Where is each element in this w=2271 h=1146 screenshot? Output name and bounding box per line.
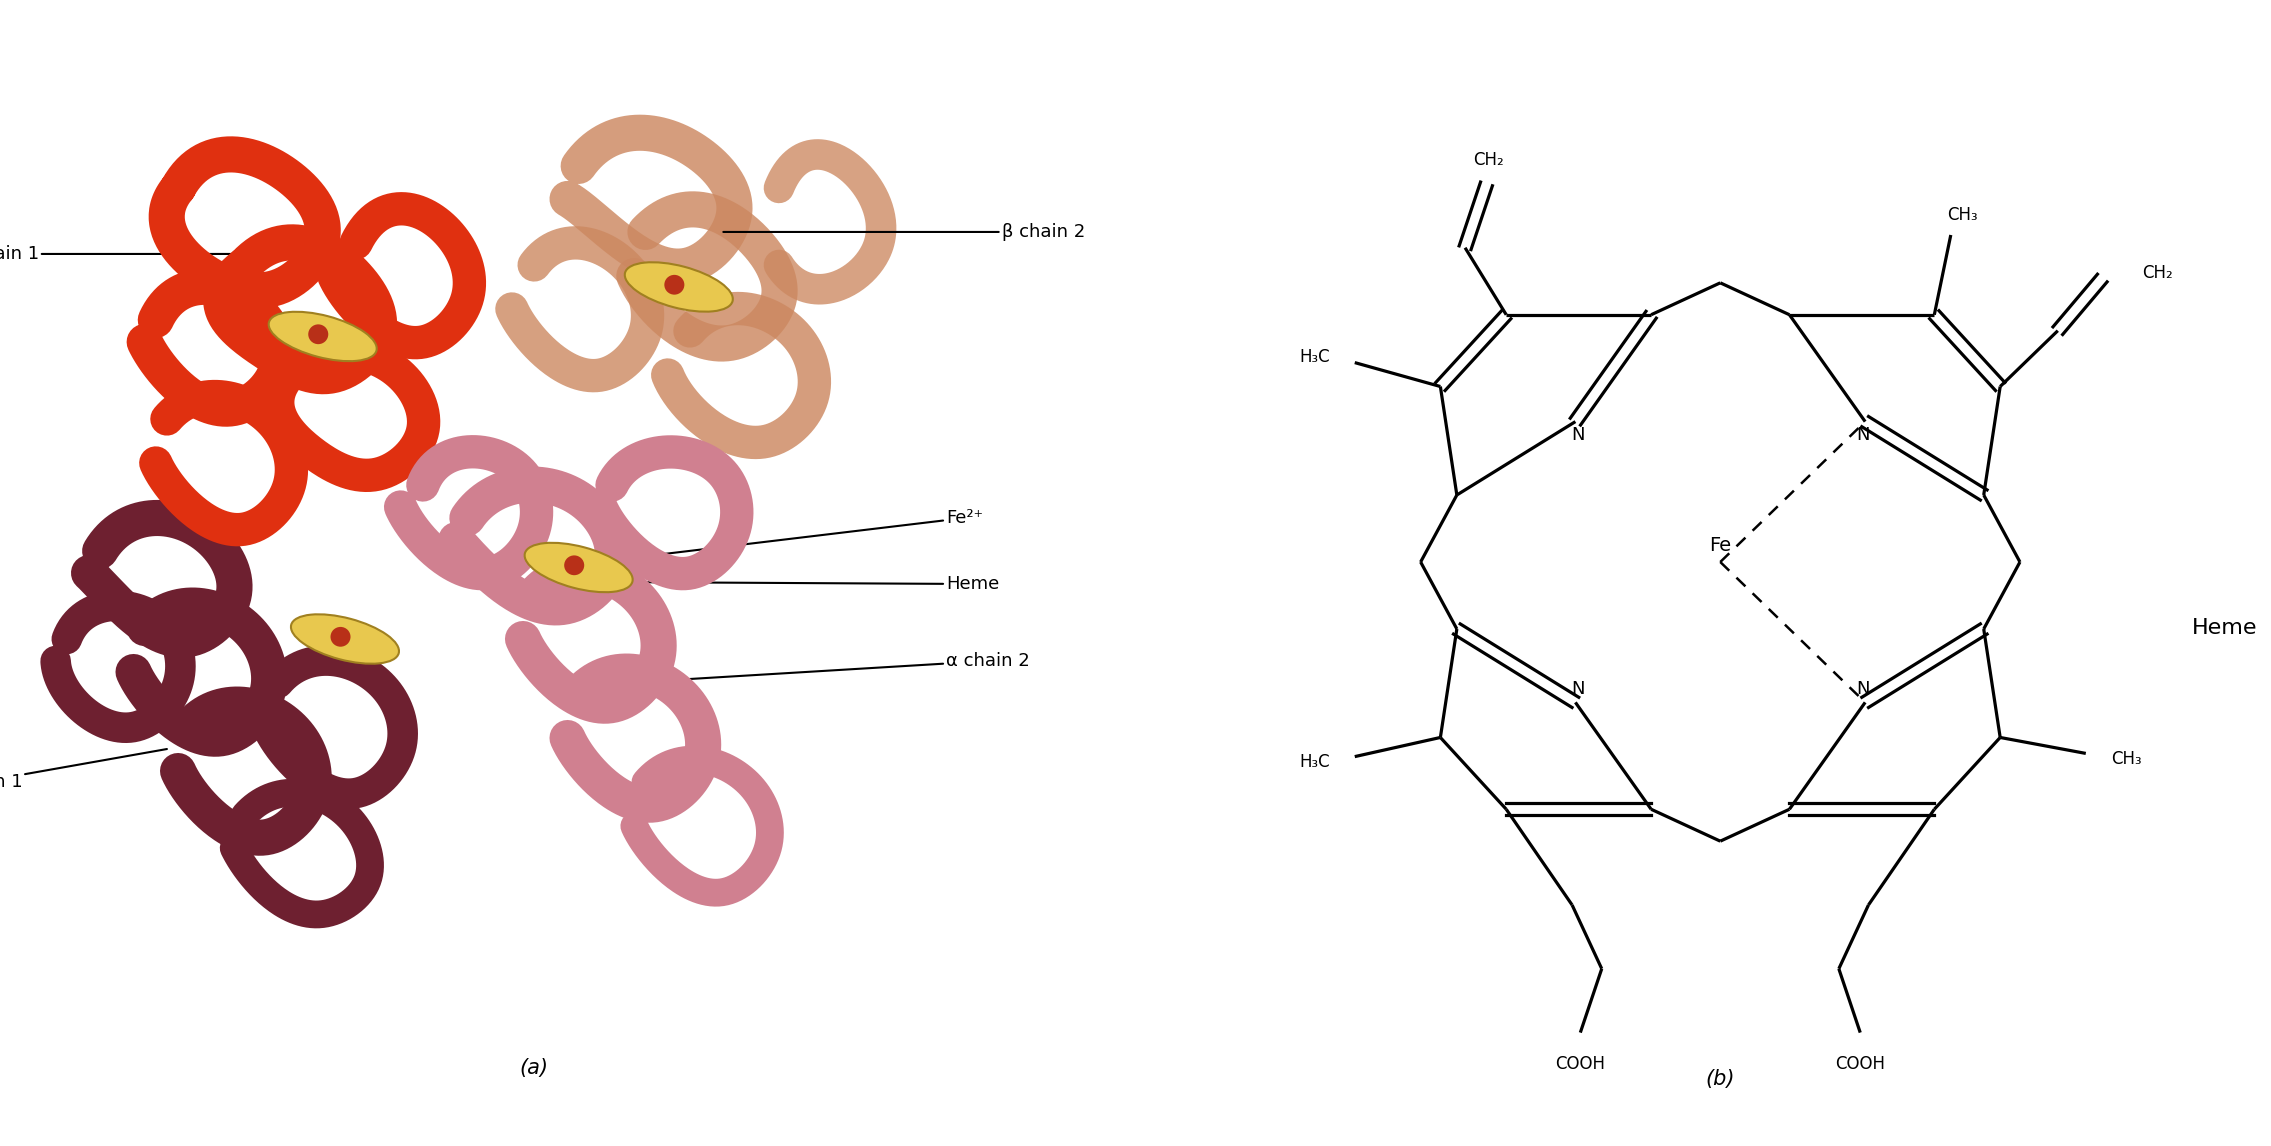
Text: H₃C: H₃C bbox=[1299, 753, 1331, 771]
Ellipse shape bbox=[291, 614, 400, 664]
Text: Heme: Heme bbox=[2192, 618, 2257, 638]
Text: α chain 1: α chain 1 bbox=[0, 749, 168, 791]
Text: Fe: Fe bbox=[1710, 536, 1731, 555]
Circle shape bbox=[665, 275, 684, 295]
Text: β chain 2: β chain 2 bbox=[722, 223, 1086, 241]
Ellipse shape bbox=[625, 262, 734, 312]
Text: COOH: COOH bbox=[1556, 1054, 1606, 1073]
Text: β chain 1: β chain 1 bbox=[0, 245, 234, 262]
Text: CH₂: CH₂ bbox=[1474, 151, 1503, 168]
Circle shape bbox=[332, 627, 350, 646]
Circle shape bbox=[309, 324, 329, 344]
Text: N: N bbox=[1855, 426, 1869, 444]
Circle shape bbox=[563, 556, 584, 575]
Ellipse shape bbox=[525, 543, 634, 592]
Ellipse shape bbox=[268, 312, 377, 361]
Text: N: N bbox=[1855, 681, 1869, 698]
Text: α chain 2: α chain 2 bbox=[622, 652, 1029, 683]
Text: Heme: Heme bbox=[568, 575, 999, 592]
Text: CH₃: CH₃ bbox=[2110, 749, 2142, 768]
Text: CH₃: CH₃ bbox=[1946, 206, 1978, 225]
Text: Fe²⁺: Fe²⁺ bbox=[579, 509, 983, 564]
Text: COOH: COOH bbox=[1835, 1054, 1885, 1073]
Text: CH₂: CH₂ bbox=[2142, 264, 2173, 282]
Text: (a): (a) bbox=[520, 1058, 550, 1078]
Text: N: N bbox=[1572, 426, 1585, 444]
Text: N: N bbox=[1572, 681, 1585, 698]
Text: (b): (b) bbox=[1706, 1069, 1735, 1089]
Text: H₃C: H₃C bbox=[1299, 348, 1331, 366]
